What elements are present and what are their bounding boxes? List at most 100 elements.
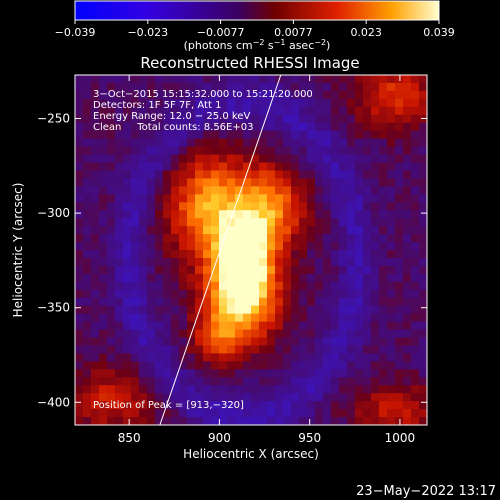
heatmap-pixel bbox=[123, 210, 132, 219]
heatmap-pixel bbox=[419, 154, 427, 164]
heatmap-pixel bbox=[227, 186, 236, 195]
heatmap-pixel bbox=[147, 337, 156, 347]
heatmap-pixel bbox=[155, 385, 164, 394]
heatmap-pixel bbox=[291, 170, 300, 179]
heatmap-pixel bbox=[411, 313, 420, 323]
heatmap-pixel bbox=[155, 257, 164, 267]
heatmap-pixel bbox=[331, 281, 340, 291]
heatmap-pixel bbox=[395, 321, 404, 331]
heatmap-pixel bbox=[99, 242, 108, 251]
heatmap-pixel bbox=[243, 90, 252, 100]
heatmap-pixel bbox=[227, 273, 236, 283]
heatmap-pixel bbox=[291, 226, 300, 235]
heatmap-pixel bbox=[99, 289, 108, 299]
heatmap-pixel bbox=[395, 154, 404, 164]
heatmap-pixel bbox=[339, 353, 348, 362]
heatmap-pixel bbox=[243, 202, 252, 211]
heatmap-pixel bbox=[355, 186, 364, 195]
heatmap-pixel bbox=[315, 106, 324, 116]
heatmap-pixel bbox=[363, 409, 372, 418]
heatmap-pixel bbox=[123, 353, 132, 362]
heatmap-pixel bbox=[203, 194, 212, 203]
heatmap-pixel bbox=[347, 75, 356, 84]
heatmap-pixel bbox=[419, 345, 427, 354]
heatmap-pixel bbox=[259, 337, 268, 347]
heatmap-pixel bbox=[347, 409, 356, 418]
heatmap-pixel bbox=[123, 226, 132, 235]
heatmap-pixel bbox=[395, 297, 404, 307]
heatmap-pixel bbox=[179, 337, 188, 347]
heatmap-pixel bbox=[163, 82, 172, 92]
heatmap-pixel bbox=[187, 321, 196, 331]
heatmap-pixel bbox=[339, 401, 348, 410]
heatmap-pixel bbox=[363, 242, 372, 251]
heatmap-pixel bbox=[115, 337, 124, 347]
heatmap-pixel bbox=[283, 377, 292, 386]
heatmap-pixel bbox=[411, 130, 420, 140]
heatmap-pixel bbox=[387, 401, 396, 410]
heatmap-pixel bbox=[115, 250, 124, 259]
heatmap-pixel bbox=[339, 273, 348, 283]
heatmap-pixel bbox=[203, 257, 212, 267]
heatmap-pixel bbox=[131, 114, 140, 124]
heatmap-pixel bbox=[115, 329, 124, 339]
heatmap-pixel bbox=[259, 409, 268, 418]
heatmap-pixel bbox=[331, 194, 340, 203]
heatmap-pixel bbox=[331, 122, 340, 132]
heatmap-pixel bbox=[275, 170, 284, 179]
heatmap-pixel bbox=[115, 345, 124, 354]
heatmap-pixel bbox=[395, 130, 404, 140]
heatmap-pixel bbox=[235, 146, 244, 156]
heatmap-pixel bbox=[99, 98, 108, 108]
heatmap-pixel bbox=[411, 345, 420, 354]
heatmap-pixel bbox=[267, 265, 276, 275]
heatmap-pixel bbox=[371, 75, 380, 84]
heatmap-pixel bbox=[347, 273, 356, 283]
heatmap-pixel bbox=[283, 130, 292, 140]
heatmap-pixel bbox=[275, 297, 284, 307]
heatmap-pixel bbox=[419, 321, 427, 331]
heatmap-pixel bbox=[219, 170, 228, 179]
heatmap-pixel bbox=[75, 281, 84, 291]
heatmap-pixel bbox=[339, 98, 348, 108]
heatmap-pixel bbox=[355, 162, 364, 172]
heatmap-pixel bbox=[139, 417, 148, 425]
heatmap-pixel bbox=[187, 178, 196, 187]
heatmap-pixel bbox=[411, 337, 420, 347]
heatmap-pixel bbox=[291, 178, 300, 187]
heatmap-pixel bbox=[235, 313, 244, 323]
heatmap-pixel bbox=[395, 226, 404, 235]
heatmap-pixel bbox=[171, 305, 180, 315]
heatmap-pixel bbox=[331, 146, 340, 156]
heatmap-pixel bbox=[155, 361, 164, 370]
heatmap-pixel bbox=[195, 321, 204, 331]
heatmap-pixel bbox=[275, 273, 284, 283]
heatmap-pixel bbox=[139, 82, 148, 92]
heatmap-pixel bbox=[75, 226, 84, 235]
heatmap-pixel bbox=[315, 313, 324, 323]
heatmap-pixel bbox=[403, 210, 412, 219]
heatmap-pixel bbox=[203, 122, 212, 132]
heatmap-pixel bbox=[235, 75, 244, 84]
heatmap-pixel bbox=[403, 234, 412, 243]
heatmap-pixel bbox=[387, 138, 396, 148]
heatmap-pixel bbox=[275, 393, 284, 402]
heatmap-pixel bbox=[267, 202, 276, 211]
heatmap-pixel bbox=[331, 417, 340, 425]
heatmap-pixel bbox=[387, 75, 396, 84]
heatmap-pixel bbox=[331, 297, 340, 307]
heatmap-pixel bbox=[283, 369, 292, 378]
heatmap-pixel bbox=[331, 329, 340, 339]
heatmap-pixel bbox=[123, 385, 132, 394]
heatmap-pixel bbox=[371, 417, 380, 425]
heatmap-pixel bbox=[99, 377, 108, 386]
heatmap-pixel bbox=[155, 170, 164, 179]
heatmap-pixel bbox=[179, 114, 188, 124]
heatmap-pixel bbox=[339, 281, 348, 291]
heatmap-pixel bbox=[347, 321, 356, 331]
heatmap-pixel bbox=[131, 226, 140, 235]
heatmap-pixel bbox=[91, 345, 100, 354]
heatmap-pixel bbox=[403, 273, 412, 283]
heatmap-pixel bbox=[235, 226, 244, 235]
heatmap-pixel bbox=[75, 242, 84, 251]
